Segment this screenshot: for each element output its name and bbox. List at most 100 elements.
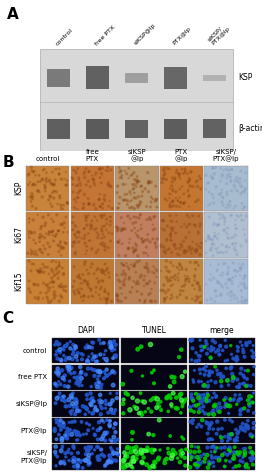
Point [48, 243, 52, 251]
Point [207, 371, 211, 378]
Point [240, 280, 244, 288]
Point [61, 271, 65, 278]
Point [206, 201, 210, 209]
Point [177, 245, 182, 252]
Point [62, 393, 66, 400]
Point [116, 451, 120, 458]
Point [85, 405, 89, 412]
Point [115, 224, 119, 232]
Point [240, 216, 244, 224]
Point [54, 451, 58, 459]
Point [64, 168, 68, 176]
Point [76, 228, 80, 236]
Point [168, 203, 172, 211]
Point [132, 213, 136, 220]
Point [229, 277, 233, 285]
Point [197, 298, 201, 306]
Point [229, 297, 233, 304]
Point [62, 286, 66, 294]
Point [160, 175, 165, 183]
Point [171, 447, 175, 454]
Point [94, 352, 98, 360]
Point [105, 295, 109, 303]
Point [215, 367, 219, 374]
Point [92, 201, 96, 209]
Point [40, 193, 44, 201]
Point [77, 290, 81, 298]
Point [64, 354, 68, 361]
Point [225, 377, 230, 384]
Point [34, 205, 38, 212]
Point [215, 418, 219, 425]
Point [222, 463, 227, 470]
Point [63, 431, 67, 439]
Text: merge: merge [210, 326, 234, 335]
Point [174, 194, 178, 202]
Point [47, 231, 51, 238]
Text: DAPI: DAPI [77, 326, 95, 335]
Point [85, 395, 89, 403]
Point [55, 270, 59, 277]
Point [231, 259, 235, 267]
Point [159, 244, 163, 251]
Point [59, 447, 63, 455]
Point [212, 199, 216, 207]
Point [80, 368, 84, 376]
Point [97, 277, 101, 284]
Point [142, 282, 146, 290]
Point [171, 201, 176, 209]
Point [240, 293, 244, 301]
Point [222, 450, 227, 457]
Point [218, 249, 222, 256]
Point [199, 244, 203, 251]
Point [108, 454, 112, 462]
Point [81, 204, 85, 212]
Point [241, 454, 245, 461]
Point [183, 454, 187, 462]
Point [78, 186, 83, 194]
Point [205, 350, 209, 358]
Point [59, 204, 63, 212]
Point [229, 178, 233, 185]
Point [151, 431, 155, 439]
Point [172, 240, 176, 248]
Point [222, 396, 226, 404]
Point [189, 407, 193, 414]
Point [163, 195, 167, 203]
Point [158, 446, 162, 454]
Point [29, 198, 33, 205]
Point [238, 182, 243, 190]
Point [62, 377, 67, 384]
Point [169, 228, 173, 236]
Point [44, 178, 48, 185]
Point [84, 181, 88, 189]
Point [212, 411, 216, 418]
FancyBboxPatch shape [204, 212, 248, 257]
Point [86, 365, 90, 372]
Point [211, 175, 215, 183]
Point [162, 217, 166, 225]
Point [118, 225, 122, 232]
Point [245, 422, 249, 429]
Point [200, 407, 204, 415]
Point [226, 276, 231, 283]
Point [241, 348, 245, 356]
Point [214, 245, 218, 253]
Point [188, 182, 192, 190]
Text: KSP: KSP [238, 73, 252, 82]
Point [110, 409, 114, 417]
Point [247, 393, 252, 400]
Point [83, 344, 88, 351]
Point [134, 404, 139, 412]
Point [213, 447, 217, 454]
Point [221, 201, 225, 209]
Point [151, 195, 155, 202]
Point [201, 381, 205, 389]
Point [212, 443, 216, 450]
Point [87, 200, 91, 207]
Point [60, 396, 64, 404]
Point [134, 194, 138, 202]
Point [89, 395, 93, 403]
Point [154, 196, 158, 203]
Point [171, 198, 175, 205]
